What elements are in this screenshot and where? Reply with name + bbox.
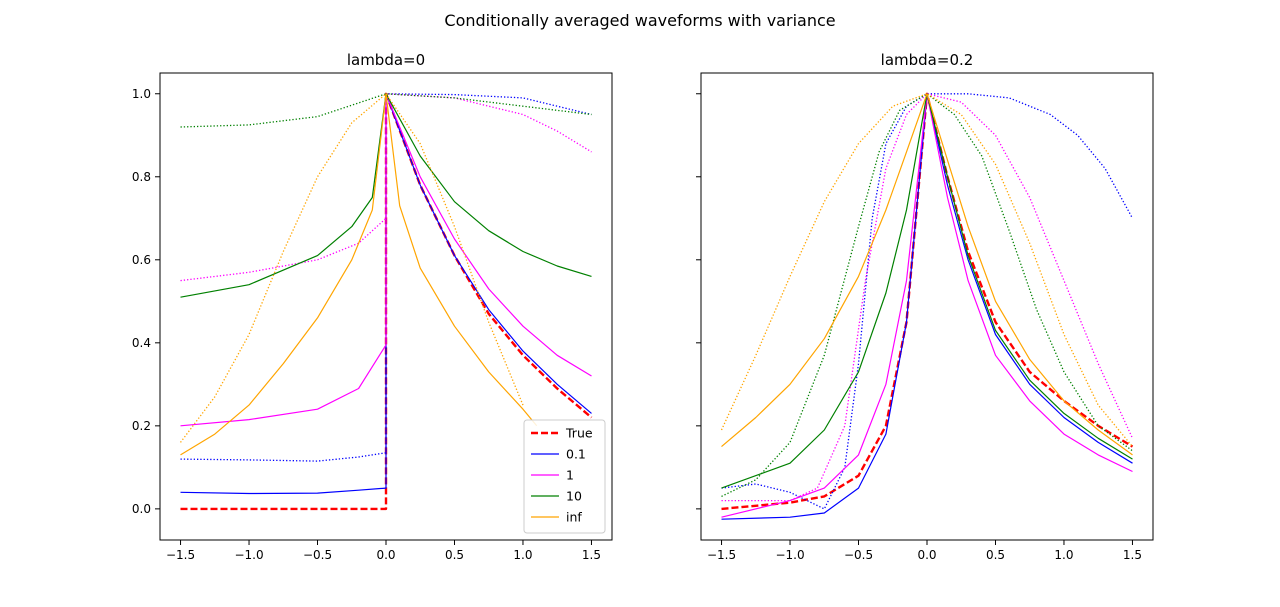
series-line-1-variance [721,93,1134,502]
series-line-inf-variance [720,93,1134,448]
x-tick-label: −1.0 [775,548,804,562]
legend-label: 1 [566,468,574,483]
x-tick-label: −1.5 [707,548,736,562]
y-tick-label: 0.4 [132,336,151,350]
subplot-title: lambda=0 [347,51,425,69]
x-tick-label: 1.5 [1123,548,1142,562]
x-tick-label: 0.5 [986,548,1005,562]
y-tick-label: 0.8 [132,170,151,184]
series-line-1 [180,93,592,427]
subplot-lambda-0: lambda=0 −1.5 −1.0 −0.5 0.0 0.5 1.0 1.5 0.0 0.2 0.… [132,51,613,562]
y-tick-label: 0.2 [132,419,151,433]
series-line-10-variance [180,93,592,128]
y-tick-label: 0.0 [132,502,151,516]
series-line-inf-variance [179,93,524,443]
legend-label: inf [566,510,582,525]
series-line-True [721,92,1134,511]
subplot-lambda-0-2: lambda=0.2 −1.5 −1.0 −0.5 0.0 0.5 1.0 1.5 [696,51,1154,562]
x-tick-label: 1.0 [513,548,532,562]
figure-title: Conditionally averaged waveforms with va… [444,11,835,30]
series-line-inf [180,93,538,456]
series-line-0-1 [180,93,592,495]
x-tick-label: 1.5 [582,548,601,562]
series-group [720,92,1134,520]
x-tick-label: −1.0 [234,548,263,562]
x-tick-label: 0.0 [376,548,395,562]
x-tick-label: −1.5 [166,548,195,562]
legend: True 0.1 1 10 inf [523,419,606,534]
y-tick-label: 1.0 [132,87,151,101]
y-tick-label: 0.6 [132,253,151,267]
subplot-title: lambda=0.2 [881,51,974,69]
series-line-inf [721,93,1133,456]
x-tick-label: −0.5 [303,548,332,562]
series-group [179,92,593,511]
x-tick-label: 0.0 [917,548,936,562]
legend-box [523,419,606,534]
series-line-0-1-variance [721,93,1134,510]
series-line-1 [721,93,1133,518]
legend-label: 0.1 [566,447,586,462]
x-tick-label: 1.0 [1054,548,1073,562]
series-line-10 [180,93,592,298]
legend-label: True [565,426,593,441]
x-tick-label: −0.5 [844,548,873,562]
series-line-10-variance [721,93,1133,497]
x-tick-label: 0.5 [445,548,464,562]
axes-frame [700,72,1154,541]
series-line-1-variance [180,93,592,282]
legend-label: 10 [566,489,582,504]
series-line-10 [721,93,1133,489]
series-line-0-1 [721,93,1133,520]
